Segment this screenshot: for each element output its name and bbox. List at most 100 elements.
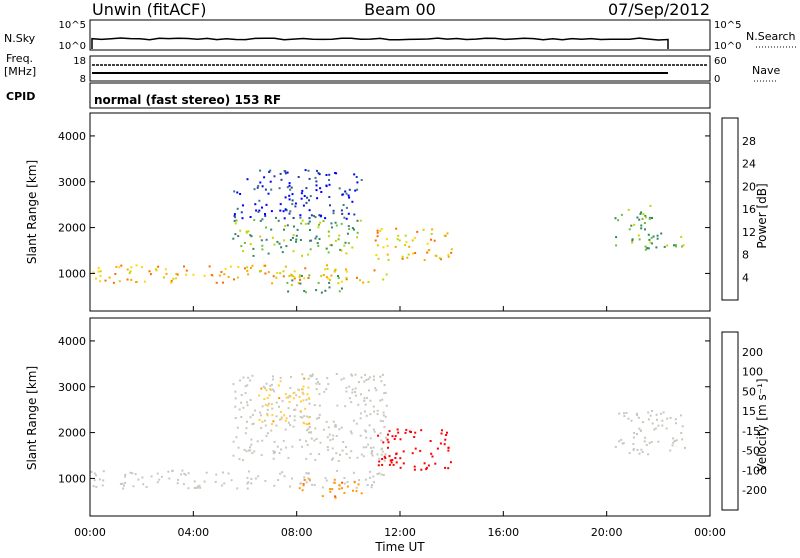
data-cell: [632, 443, 635, 445]
data-cell: [314, 176, 317, 179]
data-cell: [614, 217, 617, 220]
data-cell: [261, 206, 263, 209]
data-cell: [665, 427, 668, 430]
data-cell: [270, 228, 273, 231]
data-cell: [160, 475, 163, 478]
y-tick-label: 1000: [58, 472, 86, 485]
data-cell: [305, 481, 308, 484]
data-cell: [328, 281, 331, 284]
data-cell: [672, 437, 675, 440]
data-cell: [655, 246, 658, 249]
data-cell: [270, 429, 273, 432]
data-cell: [308, 220, 311, 223]
data-cell: [356, 219, 359, 222]
data-cell: [382, 414, 385, 417]
data-cell: [345, 278, 348, 281]
data-cell: [662, 411, 665, 414]
data-cell: [309, 374, 312, 377]
data-cell: [348, 228, 351, 231]
power-yticks: 1000 2000 3000 4000: [58, 130, 710, 280]
data-cell: [438, 257, 441, 260]
scatter-region: [258, 377, 311, 426]
data-cell: [413, 436, 416, 438]
data-cell: [233, 213, 236, 216]
data-cell: [305, 472, 308, 475]
data-cell: [638, 218, 641, 221]
data-cell: [376, 235, 379, 238]
time-axis-label: Time UT: [374, 540, 425, 554]
data-cell: [370, 451, 373, 454]
data-cell: [314, 216, 317, 219]
data-cell: [185, 269, 188, 272]
nsky-label: N.Sky: [4, 32, 36, 45]
data-cell: [306, 443, 309, 446]
data-cell: [129, 270, 132, 273]
data-cell: [356, 236, 358, 239]
data-cell: [275, 216, 277, 219]
data-cell: [265, 382, 268, 385]
data-cell: [333, 481, 336, 484]
data-cell: [381, 463, 384, 466]
data-cell: [303, 415, 306, 418]
data-cell: [338, 187, 341, 190]
data-cell: [229, 265, 232, 268]
data-cell: [276, 445, 279, 448]
data-cell: [373, 269, 376, 272]
data-cell: [322, 220, 325, 223]
data-cell: [433, 239, 436, 242]
data-cell: [332, 420, 335, 423]
scatter-region: [374, 227, 453, 262]
data-cell: [617, 219, 620, 222]
data-cell: [342, 441, 345, 443]
data-cell: [301, 445, 304, 448]
data-cell: [345, 390, 348, 393]
data-cell: [659, 412, 662, 415]
data-cell: [636, 414, 639, 417]
data-cell: [260, 239, 263, 242]
data-cell: [272, 275, 275, 278]
data-cell: [654, 427, 657, 430]
data-cell: [298, 487, 301, 490]
data-cell: [341, 287, 343, 290]
data-cell: [183, 472, 186, 475]
data-cell: [307, 169, 310, 172]
data-cell: [282, 210, 285, 213]
data-cell: [299, 282, 302, 285]
data-cell: [394, 435, 397, 438]
data-cell: [360, 492, 363, 495]
data-cell: [324, 477, 327, 480]
data-cell: [299, 415, 302, 418]
data-cell: [405, 241, 408, 244]
data-cell: [280, 416, 283, 419]
data-cell: [449, 461, 452, 464]
data-cell: [411, 239, 414, 242]
data-cell: [356, 231, 359, 234]
data-cell: [293, 276, 296, 279]
data-cell: [644, 248, 647, 251]
colorbar-tick-label: -50: [742, 445, 760, 458]
data-cell: [281, 251, 284, 254]
data-cell: [285, 417, 288, 420]
data-cell: [246, 404, 249, 407]
data-cell: [313, 439, 316, 442]
data-cell: [450, 248, 453, 251]
data-cell: [381, 420, 384, 423]
data-cell: [302, 393, 305, 396]
data-cell: [291, 193, 294, 196]
data-cell: [239, 229, 242, 232]
data-cell: [657, 440, 660, 443]
data-cell: [430, 238, 432, 241]
data-cell: [184, 473, 187, 476]
data-cell: [383, 455, 386, 458]
data-cell: [329, 279, 332, 282]
data-cell: [315, 189, 318, 192]
data-cell: [301, 189, 304, 192]
data-cell: [672, 441, 675, 444]
data-cell: [419, 449, 422, 452]
data-cell: [673, 244, 675, 247]
colorbar-tick-label: 24: [742, 158, 756, 171]
data-cell: [249, 416, 252, 419]
data-cell: [671, 444, 674, 447]
cpid-label: CPID: [6, 90, 35, 103]
data-cell: [399, 457, 402, 460]
